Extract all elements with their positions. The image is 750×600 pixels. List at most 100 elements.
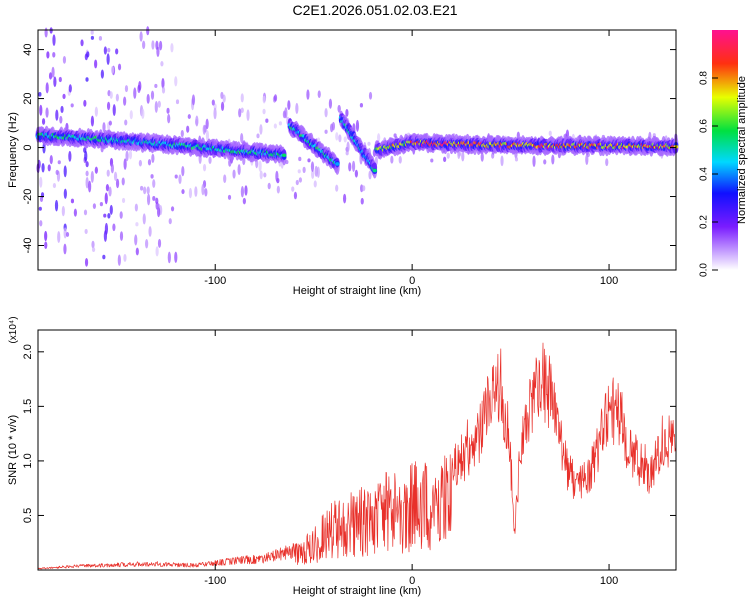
spectrogram-cell — [94, 106, 98, 117]
spectrogram-cell — [108, 120, 112, 126]
spectrogram-cell — [265, 118, 269, 123]
spectrogram-cell — [115, 93, 119, 102]
spectrogram-cell — [70, 103, 74, 108]
spectrogram-cell — [335, 184, 339, 192]
spectrogram-cell — [145, 239, 149, 249]
spectrogram-cell — [57, 160, 61, 165]
spectrogram-cell — [446, 152, 450, 159]
colorbar-tick-label: 0.4 — [699, 167, 710, 181]
spectrogram-cell — [121, 197, 126, 204]
spectrogram-cell — [109, 204, 113, 215]
spectrogram-y-tick-label: -40 — [22, 238, 34, 254]
spectrogram-cell — [258, 160, 262, 172]
spectrogram-cell — [317, 90, 321, 99]
spectrogram-cell — [44, 241, 48, 249]
snr-y-ticks: 0.5 1.0 1.5 2.0 — [22, 344, 676, 523]
spectrogram-cell — [167, 251, 171, 264]
spectrogram-cell — [110, 65, 115, 74]
spectrogram-cell — [181, 166, 185, 177]
spectrogram-ridge-point — [335, 162, 340, 166]
snr-series-line — [37, 342, 677, 570]
spectrogram-cell — [311, 169, 315, 179]
spectrogram-cell — [106, 101, 111, 111]
spectrogram-cell — [368, 170, 372, 180]
spectrogram-cell — [548, 130, 552, 136]
spectrogram-cell — [45, 82, 49, 94]
spectrogram-cell — [73, 208, 77, 217]
spectrogram-cell — [282, 110, 287, 119]
spectrogram-cell — [51, 66, 55, 78]
spectrogram-cell — [103, 46, 107, 55]
spectrogram-cell — [276, 185, 280, 194]
spectrogram-cell — [46, 51, 50, 59]
spectrogram-cell — [360, 184, 364, 193]
spectrogram-y-tick-label: 20 — [22, 92, 34, 104]
spectrogram-cell — [150, 90, 155, 100]
spectrogram-cell — [146, 186, 150, 195]
spectrogram-cell — [180, 129, 184, 138]
spectrogram-cell — [343, 136, 347, 143]
spectrogram-cell — [91, 240, 95, 249]
spectrogram-heatmap — [35, 26, 679, 267]
snr-y-tick-label: 1.5 — [22, 399, 34, 414]
spectrogram-cell — [161, 77, 165, 89]
spectrogram-cell — [328, 98, 333, 109]
spectrogram-cell — [84, 53, 88, 61]
spectrogram-cell — [240, 93, 244, 103]
spectrogram-cell — [161, 86, 166, 94]
spectrogram-cell — [156, 203, 160, 209]
spectrogram-cell — [313, 180, 317, 188]
spectrogram-cell — [167, 113, 171, 124]
spectrogram-cell — [605, 158, 609, 167]
spectrogram-cell — [45, 107, 49, 118]
spectrogram-cell — [355, 119, 360, 132]
spectrogram-cell — [134, 203, 138, 212]
spectrogram-cell — [337, 105, 341, 113]
spectrogram-cell — [240, 107, 244, 113]
spectrogram-cell — [109, 91, 113, 99]
spectrogram-cell — [362, 185, 366, 192]
snr-x-tick-label: 100 — [600, 575, 618, 587]
spectrogram-cell — [63, 188, 67, 199]
spectrogram-cell — [134, 234, 138, 246]
spectrogram-x-tick-label: -100 — [204, 275, 226, 287]
spectrogram-cell — [514, 157, 519, 162]
spectrogram-cell — [143, 186, 147, 195]
spectrogram-cell — [191, 94, 196, 106]
spectrogram-cell — [60, 105, 64, 114]
spectrogram-cell — [141, 108, 145, 119]
spectrogram-cell — [246, 109, 250, 122]
spectrogram-cell — [259, 124, 263, 135]
spectrogram-cell — [151, 40, 155, 50]
spectrogram-cell — [106, 169, 110, 177]
spectrogram-cell — [124, 85, 129, 93]
spectrogram-cell — [232, 169, 236, 179]
spectrogram-cell — [84, 228, 88, 235]
spectrogram-cell — [223, 174, 227, 183]
colorbar-ticks: 0.0 0.2 0.4 0.6 0.8 — [699, 71, 718, 277]
spectrogram-cell — [295, 102, 299, 115]
spectrogram-cell — [310, 161, 315, 172]
spectrogram-cell — [123, 158, 127, 170]
spectrogram-cell — [84, 257, 89, 267]
spectrogram-cell — [85, 176, 89, 189]
spectrogram-y-tick-label: 0 — [22, 144, 34, 150]
spectrogram-cell — [135, 247, 139, 256]
spectrogram-cell — [146, 193, 151, 206]
colorbar-tick-label: 0.0 — [699, 263, 710, 277]
spectrogram-cell — [178, 174, 182, 185]
colorbar-tick-label: 0.8 — [699, 71, 710, 85]
spectrogram-cell — [112, 223, 116, 232]
spectrogram-cell — [174, 174, 178, 179]
spectrogram-cell — [61, 205, 65, 217]
spectrogram-cell — [83, 209, 88, 216]
spectrogram-cell — [186, 125, 190, 133]
spectrogram-cell — [39, 176, 43, 188]
spectrogram-cell — [157, 100, 161, 108]
spectrogram-cell — [99, 201, 104, 207]
spectrogram-cell — [41, 118, 46, 125]
spectrogram-cell — [287, 100, 291, 111]
spectrogram-cell — [135, 222, 139, 227]
spectrogram-cell — [39, 104, 43, 116]
spectrogram-cell — [142, 213, 146, 225]
